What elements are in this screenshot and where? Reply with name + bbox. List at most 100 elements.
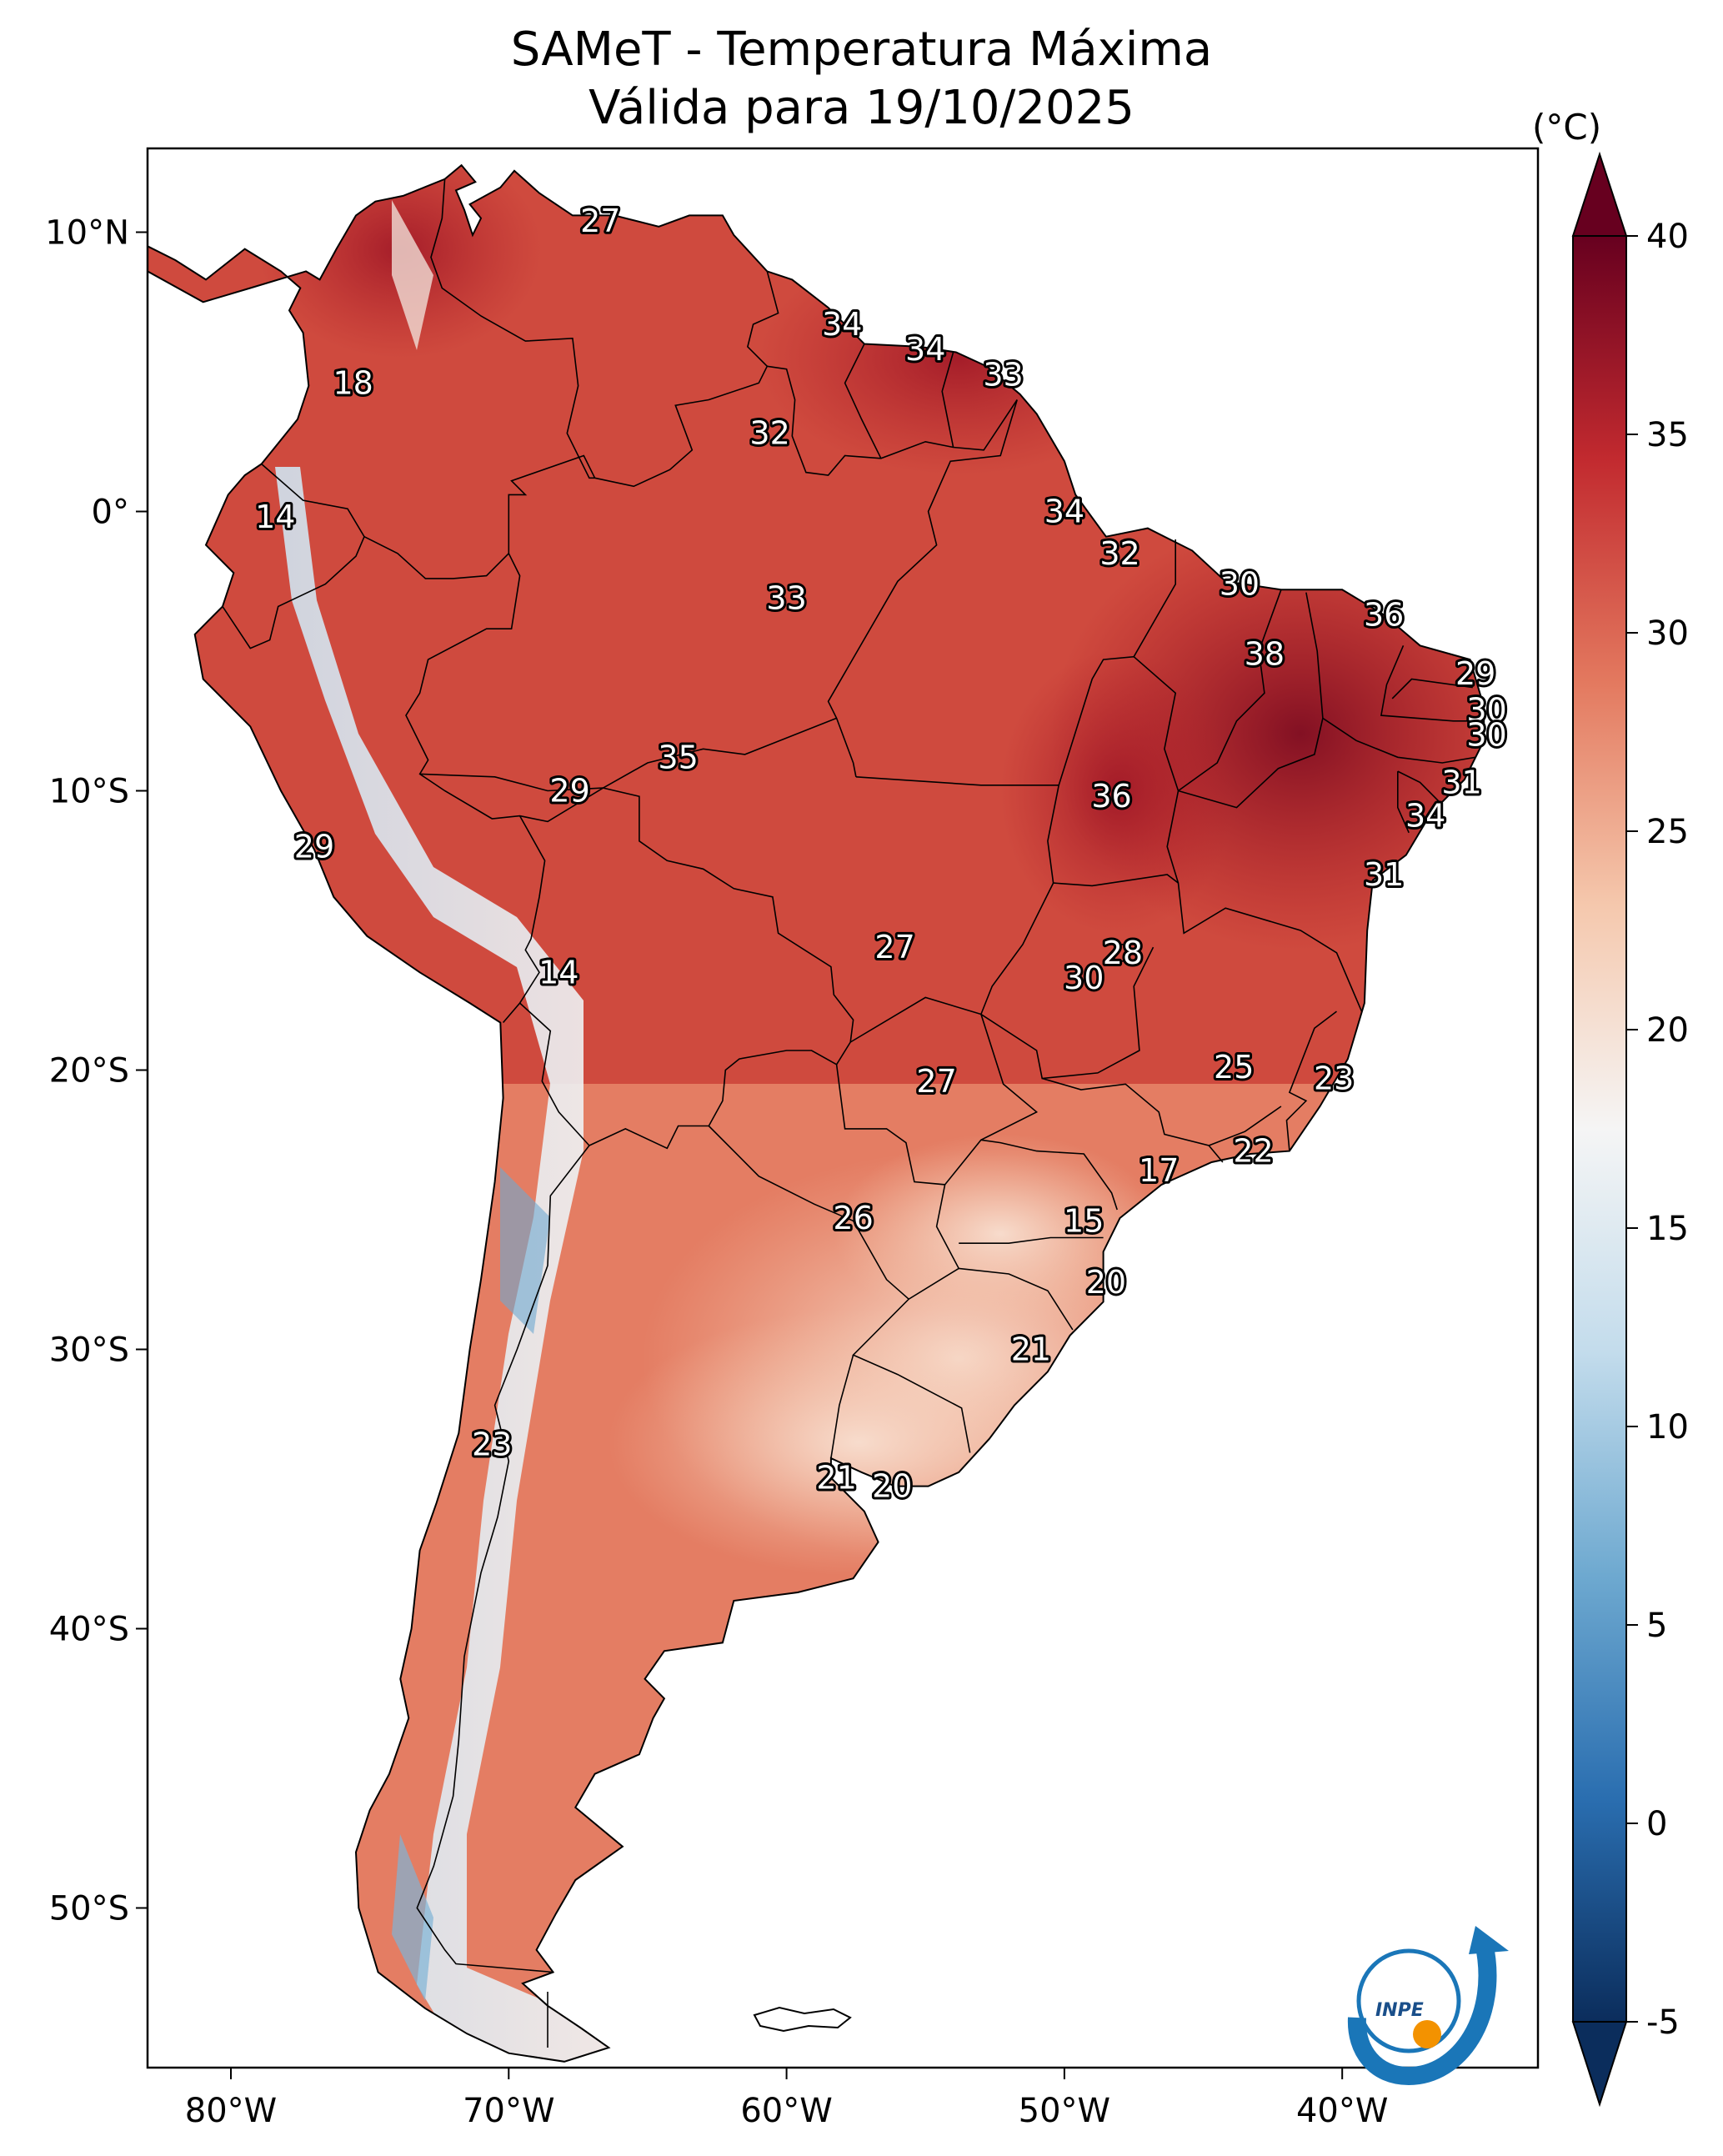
colorbar-tick-label: -5 [1646,2003,1680,2042]
station-temperature-label: 18 [333,364,373,401]
border-line [979,882,1155,1080]
station-temperature-label: 27 [580,203,620,239]
station-temperature-label: 36 [1364,596,1404,633]
border-line [767,365,1018,476]
border-line [944,1014,1039,1186]
station-temperature-label: 15 [1064,1202,1104,1239]
station-temperature-label: 31 [1441,764,1481,800]
border-line [1322,717,1476,764]
colorbar-tick-label: 15 [1646,1210,1689,1248]
map-title: SAMeT - Temperatura Máxima [510,23,1213,77]
station-temperature-label: 21 [1011,1331,1051,1368]
station-temperature-label: 29 [549,773,589,810]
colorbar-tick-label: 0 [1646,1805,1667,1843]
station-temperature-label: 30 [1466,691,1506,728]
border-line [844,343,882,459]
border-line [827,399,1018,777]
colorbar-max-arrow [1571,151,1628,237]
logo-arrow-icon [1469,1926,1509,1954]
lat-tick-label: 50°S [49,1890,129,1928]
colorbar-tick-label: 30 [1646,614,1689,653]
station-temperature-label: 31 [1364,856,1404,893]
station-temperature-label: 29 [1455,655,1495,692]
border-line [1397,771,1410,834]
station-temperature-label: 22 [1233,1133,1273,1170]
border-line [603,717,837,789]
station-temperature-label: 32 [749,415,789,452]
station-temperature-label: 34 [1044,494,1084,530]
station-temperature-label: 14 [255,499,295,535]
station-temperature-label: 26 [833,1200,873,1236]
border-line [830,1354,854,1459]
station-temperature-label: 30 [1466,717,1506,754]
colorbar-unit: (°C) [1532,107,1602,148]
station-temperature-label: 34 [905,331,945,368]
border-line [502,815,546,1024]
border-line [980,1139,1118,1211]
map-subtitle: Válida para 19/10/2025 [589,81,1134,135]
lon-tick-label: 80°W [185,2092,277,2130]
station-temperature-label: 33 [766,579,806,616]
station-temperature-label: 25 [1214,1049,1254,1086]
lon-tick-label: 50°W [1019,2092,1110,2130]
logo-sun-icon [1413,2020,1441,2048]
station-temperature-label: 20 [872,1468,912,1505]
station-temperature-label: 34 [1405,798,1445,835]
station-temperature-label: 34 [822,306,862,343]
station-temperature-label: 20 [1086,1264,1126,1301]
lat-tick-label: 40°S [49,1611,129,1649]
station-temperature-label: 30 [1220,566,1260,603]
border-line [430,178,595,479]
station-temperature-label: 32 [1099,535,1139,572]
border-line [589,1050,837,1150]
border-line [222,463,365,649]
colorbar-tick-label: 25 [1646,813,1689,851]
border-line [416,1145,590,1973]
border-line [1208,1106,1282,1146]
logo-text: INPE [1375,2000,1424,2021]
station-temperature-label: 17 [1139,1152,1179,1189]
station-temperature-label: 36 [1091,778,1131,815]
station-temperature-label: 27 [916,1063,956,1100]
border-line [1133,539,1176,658]
border-line [1053,874,1363,1012]
coastline [147,163,1485,2063]
border-line [1285,1010,1337,1151]
lat-tick-label: 20°S [49,1052,129,1091]
colorbar: 40 35 30 25 20 15 10 5 0 -5 [1571,151,1689,2108]
border-line [1114,944,1138,962]
border-line [1058,655,1180,884]
colorbar-tick-label: 5 [1646,1607,1667,1645]
country-borders [222,178,1485,2048]
colorbar-min-arrow [1571,2021,1628,2108]
station-temperature-label: 38 [1245,635,1285,672]
lat-tick-label: 30°S [49,1331,129,1370]
border-line [519,1002,590,1146]
border-line [849,996,982,1043]
station-temperature-label: 21 [816,1460,856,1497]
border-line [1391,678,1473,699]
border-line [363,535,509,579]
lat-tick-label: 10°S [49,773,129,811]
station-temperature-label: 29 [294,829,334,865]
colorbar-gradient [1572,235,1627,2023]
station-temperature-label: 14 [538,954,579,990]
border-line [959,1267,1074,1331]
colorbar-tick-label: 35 [1646,416,1689,454]
lat-tick-label: 10°N [45,214,129,253]
border-line [941,352,954,448]
falkland-islands [753,2006,852,2033]
longitude-axis: 80°W 70°W 60°W 50°W 40°W [185,2068,1388,2130]
station-temperature-label: 23 [472,1426,512,1462]
inpe-logo: INPE [1347,1926,1509,2086]
map-frame [146,147,1540,2069]
station-temperature-label: 23 [1314,1060,1354,1097]
colorbar-tick-label: 10 [1646,1408,1689,1447]
station-temperature-label: 30 [1064,960,1104,996]
station-temperature-label: 35 [658,739,698,775]
border-line [1178,589,1282,792]
colorbar-tick-label: 40 [1646,218,1689,256]
border-line [708,1125,909,1300]
